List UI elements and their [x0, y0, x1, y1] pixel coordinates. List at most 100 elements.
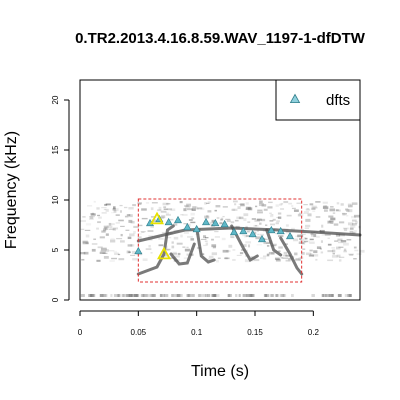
spectrogram-cell — [352, 232, 357, 234]
spectrogram-cell — [261, 238, 268, 240]
spectrogram-cell — [262, 256, 267, 260]
spectrogram-cell — [204, 215, 210, 219]
spectrogram-cell — [120, 233, 123, 237]
spectrogram-cell — [335, 246, 341, 250]
spectrogram-cell — [88, 294, 93, 297]
spectrogram-cell — [148, 244, 151, 248]
spectrogram-cell — [113, 227, 119, 230]
spectrogram-cell — [261, 204, 267, 207]
spectrogram-cell — [257, 211, 263, 214]
spectrogram-cell — [335, 209, 341, 212]
spectrogram-cell — [304, 240, 308, 243]
spectrogram-cell — [311, 207, 316, 210]
spectrogram-cell — [321, 224, 324, 228]
spectrogram-cell — [102, 294, 107, 297]
spectrogram-cell — [353, 258, 357, 260]
spectrogram-cell — [327, 250, 334, 253]
spectrogram-cell — [159, 294, 163, 297]
dfts-point — [239, 226, 248, 235]
spectrogram-cell — [337, 294, 342, 297]
dfts-point — [248, 229, 257, 238]
spectrogram-cell — [225, 218, 231, 220]
spectrogram-cell — [267, 206, 273, 209]
spectrogram-cell — [240, 249, 245, 251]
chart-title: 0.TR2.2013.4.16.8.59.WAV_1197-1-dfDTW — [75, 30, 365, 47]
spectrogram-cell — [171, 245, 175, 249]
spectrogram-cell — [198, 294, 203, 297]
spectrogram-cell — [167, 237, 172, 239]
spectrogram-cell — [99, 294, 104, 297]
spectrogram-cell — [122, 294, 125, 297]
spectrogram-cell — [225, 256, 228, 260]
spectrogram-cell — [277, 212, 282, 215]
spectrogram-cell — [128, 294, 134, 297]
selection-box-layer — [137, 198, 303, 283]
spectrogram-cell — [129, 294, 132, 297]
spectrogram-cell — [111, 223, 115, 226]
spectrogram-cell — [265, 224, 268, 226]
spectrogram-cell — [118, 258, 125, 261]
spectrogram-cell — [242, 234, 246, 237]
spectrogram-cell — [209, 221, 212, 225]
spectrogram-cell — [214, 231, 219, 233]
spectrogram-cell — [162, 202, 169, 206]
dfts-point — [229, 227, 239, 236]
spectrogram-cell — [321, 234, 325, 236]
spectrogram-cell — [259, 222, 262, 225]
spectrogram-cell — [285, 224, 289, 227]
spectrogram-cell — [89, 294, 94, 297]
spectrogram-cell — [91, 243, 98, 245]
spectrogram-cell — [132, 258, 138, 261]
spectrogram-cell — [320, 251, 324, 254]
spectrogram-cell — [353, 214, 360, 218]
dfts-point — [257, 234, 267, 243]
spectrogram-cell — [338, 294, 342, 297]
spectrogram-cell — [345, 208, 349, 211]
spectrogram-cell — [126, 294, 130, 297]
spectrogram-cell — [356, 253, 362, 255]
spectrogram-cell — [85, 242, 89, 245]
spectrogram-cell — [315, 258, 318, 261]
spectrogram-cell — [103, 225, 109, 229]
spectrogram-cell — [310, 233, 314, 235]
spectrogram-cell — [140, 231, 146, 233]
spectrogram-cell — [124, 215, 129, 218]
spectrogram-cell — [359, 249, 365, 253]
spectrogram-cell — [294, 252, 298, 256]
spectrogram-cell — [345, 215, 349, 217]
spectrogram-cell — [80, 252, 86, 255]
spectrogram-cell — [141, 231, 145, 233]
data-points-layer — [134, 214, 295, 255]
spectrogram-cell — [211, 252, 218, 256]
spectrogram-cell — [104, 228, 109, 230]
spectrogram-cell — [200, 238, 207, 240]
spectrogram-cell — [128, 207, 134, 210]
spectrogram-cell — [142, 294, 148, 297]
spectrogram-cell — [330, 205, 334, 208]
spectrogram-cell — [312, 210, 316, 212]
spectrogram-cell — [82, 241, 89, 245]
spectrogram-cell — [112, 208, 116, 211]
spectrogram-cell — [270, 294, 274, 297]
y-tick-label: 10 — [51, 195, 60, 204]
spectrogram-cell — [331, 255, 338, 258]
spectrogram-cell — [302, 248, 306, 250]
spectrogram-cell — [303, 210, 309, 214]
spectrogram-cell — [348, 253, 354, 256]
spectrogram-cell — [231, 208, 236, 211]
spectrogram-cell — [103, 208, 107, 211]
selection-box — [137, 198, 303, 283]
spectrogram-cell — [327, 243, 332, 246]
spectrogram-cell — [214, 209, 217, 212]
y-tick-label: 20 — [51, 95, 60, 104]
spectrogram-cell — [119, 210, 122, 213]
spectrogram-cell — [328, 294, 334, 297]
spectrogram-cell — [348, 205, 353, 208]
spectrogram-cell — [158, 244, 164, 247]
spectrogram-cell — [99, 236, 105, 239]
spectrogram-cell — [247, 244, 251, 248]
spectrogram-cell — [243, 213, 249, 217]
spectrogram-cell — [128, 294, 132, 297]
spectrogram-cell — [80, 220, 86, 222]
dfts-point — [285, 231, 295, 240]
